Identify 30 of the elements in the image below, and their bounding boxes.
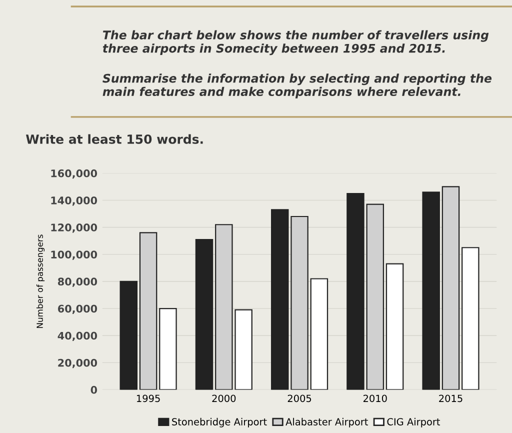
legend-label: Alabaster Airport bbox=[286, 418, 368, 428]
bar bbox=[386, 263, 404, 390]
legend-label: Stonebridge Airport bbox=[172, 418, 267, 428]
text: The bar chart below shows the number of travellers using three airports in Somecity between 1995 and 2015. bbox=[102, 30, 489, 56]
x-tick-label: 2000 bbox=[212, 394, 236, 402]
bar bbox=[422, 192, 440, 390]
legend-label: CIG Airport bbox=[387, 418, 440, 428]
bar bbox=[462, 247, 480, 390]
y-tick-label: 0 bbox=[90, 386, 98, 394]
y-tick-label: 20,000 bbox=[58, 358, 98, 368]
bar bbox=[270, 209, 289, 390]
bar bbox=[195, 238, 214, 390]
bar bbox=[310, 278, 328, 390]
y-axis-title: Number of passengers bbox=[36, 234, 45, 328]
x-tick-label: 2015 bbox=[439, 394, 462, 402]
text: Summarise the information by selecting and reporting the main features and make comparisons where relevant. bbox=[102, 74, 492, 98]
y-tick-label: 40,000 bbox=[58, 332, 98, 342]
bar bbox=[159, 308, 177, 390]
y-tick-label: 80,000 bbox=[58, 278, 98, 287]
y-tick-label: 120,000 bbox=[51, 224, 98, 233]
x-tick-label: 2005 bbox=[288, 394, 312, 402]
y-tick-label: 100,000 bbox=[51, 250, 98, 260]
text: Write at least 150 words. bbox=[26, 134, 203, 144]
x-tick-label: 2010 bbox=[363, 394, 387, 402]
y-tick-label: 160,000 bbox=[51, 169, 98, 179]
bar bbox=[120, 280, 138, 390]
x-tick-label: 1995 bbox=[136, 394, 160, 402]
bar bbox=[346, 192, 364, 390]
y-tick-label: 140,000 bbox=[51, 196, 98, 206]
y-tick-label: 60,000 bbox=[58, 304, 98, 314]
